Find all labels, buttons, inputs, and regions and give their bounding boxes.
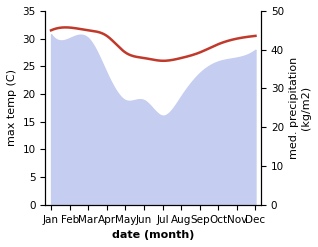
Y-axis label: med. precipitation
(kg/m2): med. precipitation (kg/m2)	[289, 57, 311, 159]
Y-axis label: max temp (C): max temp (C)	[7, 69, 17, 146]
X-axis label: date (month): date (month)	[112, 230, 194, 240]
